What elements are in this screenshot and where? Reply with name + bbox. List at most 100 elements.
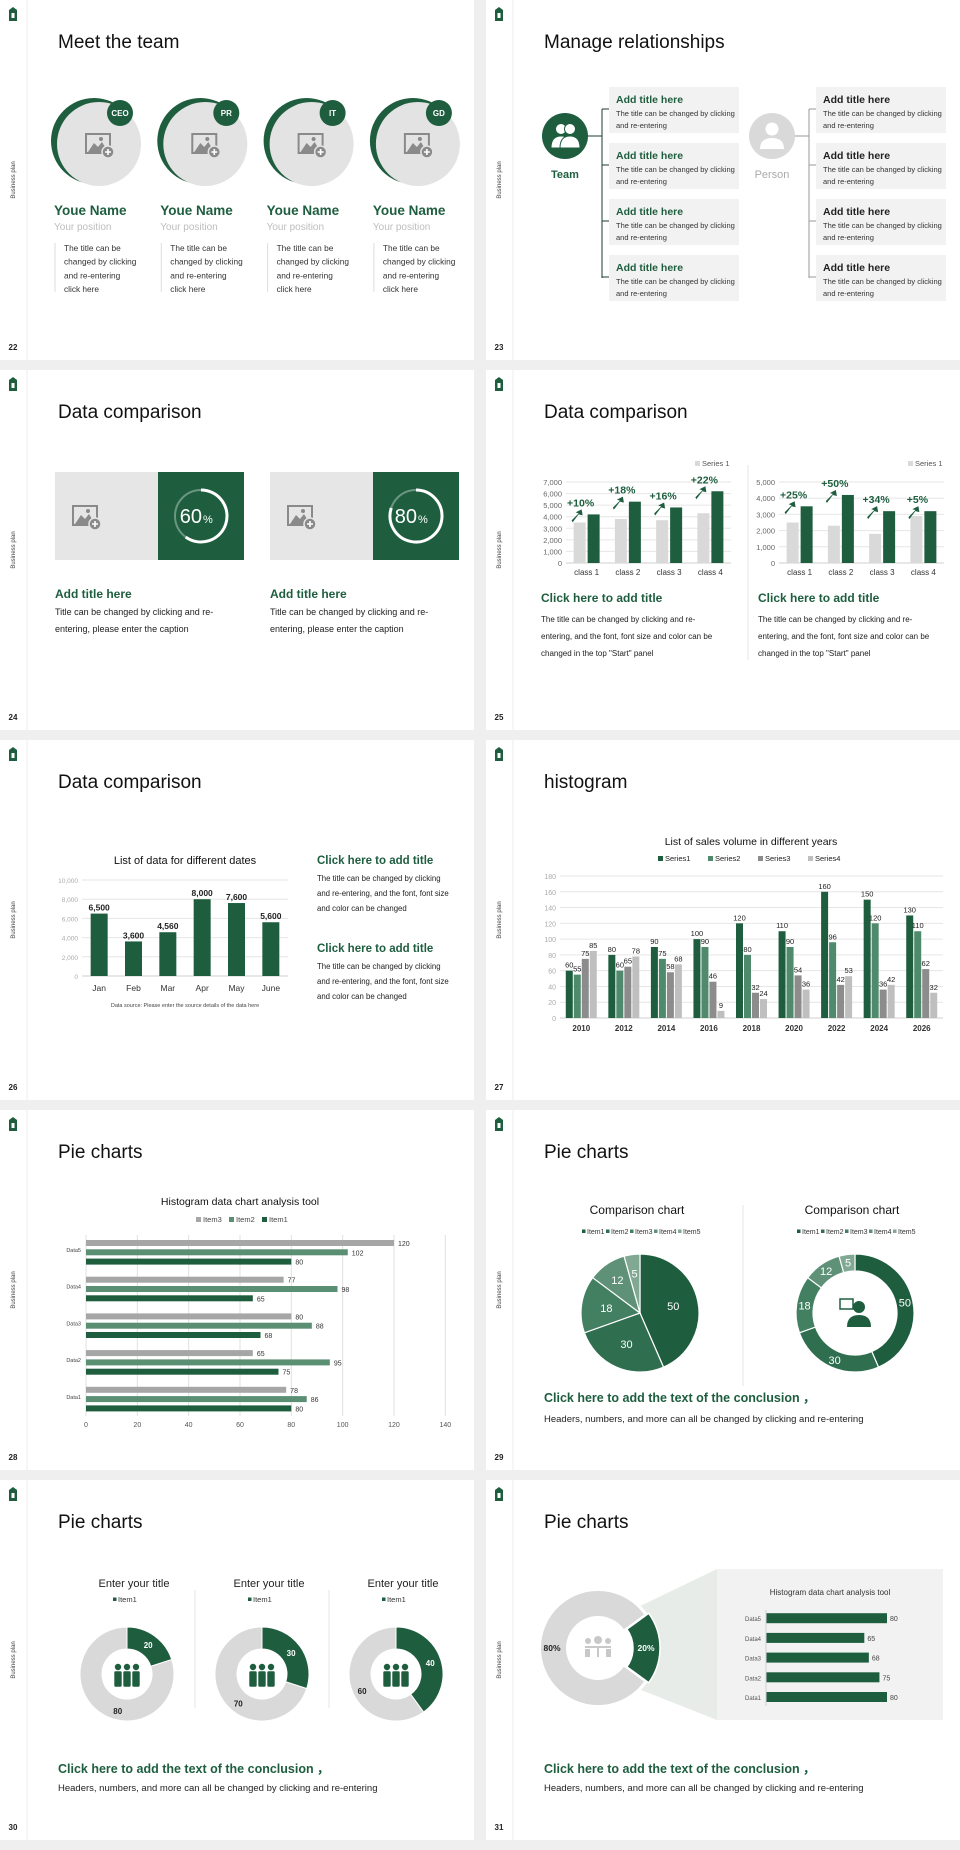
card-heading[interactable]: Add title here (270, 587, 347, 601)
bar[interactable] (670, 507, 683, 563)
pie-slice[interactable] (623, 1253, 641, 1314)
bar[interactable] (86, 1286, 338, 1292)
bar[interactable] (887, 984, 895, 1018)
bar[interactable] (766, 1692, 887, 1702)
bar[interactable] (86, 1386, 287, 1393)
bar[interactable] (193, 899, 211, 976)
bar[interactable] (766, 1652, 869, 1663)
image-placeholder[interactable] (270, 472, 373, 560)
bar[interactable] (922, 969, 930, 1018)
info-box-title[interactable]: Add title here (616, 94, 683, 106)
info-box-title[interactable]: Add title here (823, 206, 890, 218)
info-box[interactable] (816, 143, 946, 189)
donut-segment-value[interactable] (126, 1626, 173, 1667)
bar[interactable] (845, 976, 853, 1018)
info-box[interactable] (609, 143, 739, 189)
card-heading[interactable]: Add title here (55, 587, 132, 601)
info-box-title[interactable]: Add title here (823, 262, 890, 274)
info-box-title[interactable]: Add title here (616, 262, 683, 274)
bar[interactable] (821, 891, 829, 1018)
info-box[interactable] (609, 87, 739, 133)
member-name[interactable]: Youe Name (267, 203, 340, 218)
bar[interactable] (86, 1332, 261, 1338)
bar[interactable] (86, 1396, 307, 1403)
donut-segment-value[interactable] (261, 1626, 310, 1690)
bar[interactable] (800, 506, 813, 563)
info-box[interactable] (816, 255, 946, 301)
image-placeholder-icon[interactable] (287, 505, 317, 531)
donut-segment-rest[interactable] (348, 1626, 425, 1722)
bar[interactable] (658, 958, 666, 1018)
bar[interactable] (786, 947, 794, 1018)
bar[interactable] (587, 514, 600, 563)
bar[interactable] (656, 520, 669, 563)
bar[interactable] (666, 972, 674, 1018)
donut-segment-value[interactable] (625, 1612, 661, 1684)
bar[interactable] (802, 989, 810, 1018)
bar[interactable] (766, 1632, 865, 1643)
image-placeholder-icon[interactable] (85, 133, 115, 159)
donut-segment-rest[interactable] (214, 1626, 308, 1722)
member-position[interactable]: Your position (160, 222, 217, 233)
member-position[interactable]: Your position (373, 222, 430, 233)
bar[interactable] (701, 947, 709, 1018)
pie-slice[interactable] (583, 1312, 665, 1373)
bar[interactable] (262, 922, 280, 976)
bar[interactable] (86, 1295, 253, 1302)
bar[interactable] (744, 954, 751, 1018)
bar[interactable] (86, 1405, 292, 1412)
info-box-title[interactable]: Add title here (823, 94, 890, 106)
bar[interactable] (709, 981, 717, 1018)
panel-heading[interactable]: Click here to add title (541, 591, 663, 605)
bar[interactable] (589, 950, 597, 1018)
bar[interactable] (228, 903, 245, 976)
bar[interactable] (125, 941, 142, 976)
bar[interactable] (86, 1368, 279, 1375)
note-heading[interactable]: Click here to add title (317, 855, 433, 867)
bar[interactable] (86, 1350, 253, 1357)
bar[interactable] (827, 525, 840, 563)
info-box[interactable] (609, 199, 739, 245)
bar[interactable] (717, 1010, 725, 1018)
bar[interactable] (581, 958, 589, 1018)
bar[interactable] (906, 915, 914, 1018)
conclusion-heading[interactable]: Click here to add the text of the conclu… (544, 1762, 816, 1776)
bar[interactable] (159, 932, 177, 976)
bar[interactable] (869, 533, 882, 563)
bar[interactable] (650, 947, 658, 1018)
bar[interactable] (86, 1359, 330, 1366)
bar[interactable] (871, 923, 879, 1018)
donut-segment[interactable] (854, 1253, 915, 1368)
bar[interactable] (90, 913, 108, 976)
bar[interactable] (86, 1276, 284, 1283)
bar[interactable] (86, 1249, 348, 1256)
bar[interactable] (914, 931, 922, 1018)
panel-heading[interactable]: Click here to add title (758, 591, 880, 605)
bar[interactable] (736, 923, 743, 1018)
bar[interactable] (879, 989, 887, 1018)
bar[interactable] (930, 992, 938, 1018)
bar[interactable] (752, 992, 759, 1018)
bar[interactable] (616, 970, 624, 1018)
member-position[interactable]: Your position (54, 222, 111, 233)
bar[interactable] (829, 942, 837, 1018)
pie-slice[interactable] (639, 1253, 700, 1368)
pie-slice[interactable] (580, 1276, 642, 1334)
bar[interactable] (573, 974, 581, 1018)
bar[interactable] (632, 956, 640, 1018)
donut-segment-value[interactable] (395, 1626, 444, 1713)
bar[interactable] (711, 491, 724, 563)
bar[interactable] (863, 899, 871, 1018)
info-box-title[interactable]: Add title here (616, 206, 683, 218)
bar[interactable] (86, 1240, 394, 1246)
bar[interactable] (608, 954, 616, 1018)
bar[interactable] (697, 513, 710, 563)
bar[interactable] (910, 516, 923, 563)
bar[interactable] (86, 1313, 292, 1320)
bar[interactable] (674, 964, 682, 1018)
image-placeholder-icon[interactable] (403, 133, 434, 159)
bar[interactable] (565, 970, 573, 1018)
member-name[interactable]: Youe Name (373, 203, 446, 218)
conclusion-heading[interactable]: Click here to add the text of the conclu… (544, 1391, 816, 1405)
bar[interactable] (837, 984, 845, 1018)
